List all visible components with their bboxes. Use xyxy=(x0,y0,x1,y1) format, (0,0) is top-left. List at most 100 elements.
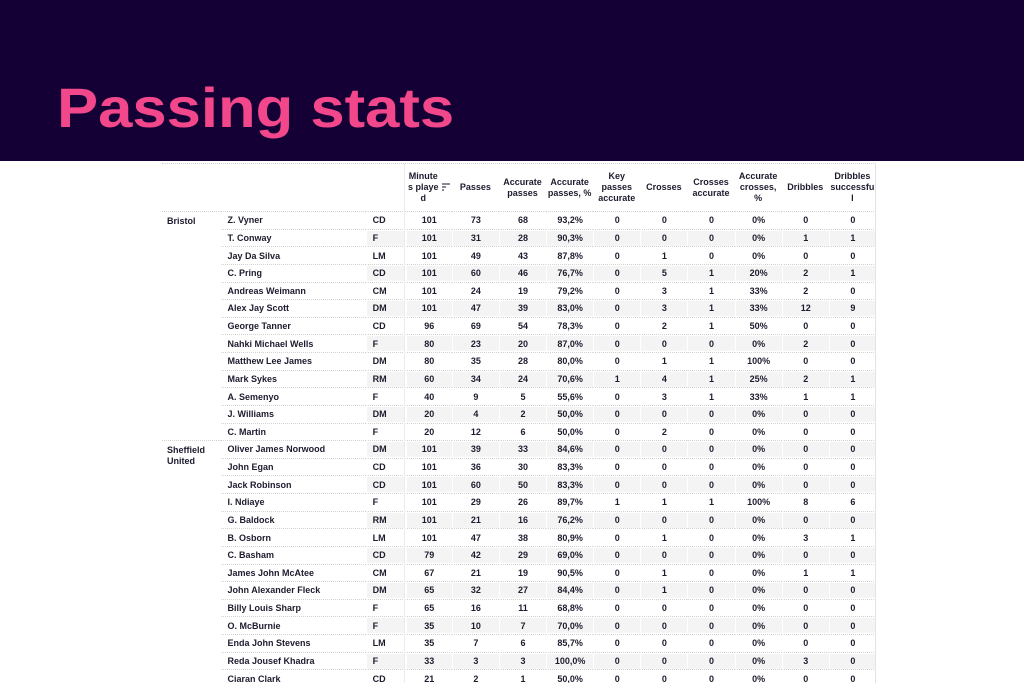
cell-dribbles: 0 xyxy=(781,247,829,265)
cell-passes: 24 xyxy=(451,282,499,301)
cell-accurate_passes: 6 xyxy=(498,635,547,653)
cell-accurate_passes: 6 xyxy=(498,423,547,442)
column-header-label: Passes xyxy=(459,182,491,192)
cell-dribbles: 2 xyxy=(781,282,829,301)
cell-accurate_crosses_pct: 33% xyxy=(734,282,782,301)
cell-key_passes_accurate: 0 xyxy=(593,335,641,353)
cell-dribbles_successful: 9 xyxy=(828,300,876,318)
cell-dribbles_successful: 1 xyxy=(828,264,876,283)
column-header-crosses_accurate[interactable]: Crosses accurate xyxy=(687,164,735,212)
cell-accurate_passes_pct: 87,0% xyxy=(546,335,594,353)
header-band: Passing stats xyxy=(0,0,1024,161)
column-header-minutes[interactable]: Minutes played xyxy=(404,164,452,212)
cell-accurate_passes_pct: 50,0% xyxy=(546,670,594,683)
column-header-key_passes_accurate[interactable]: Key passes accurate xyxy=(593,164,641,212)
cell-passes: 21 xyxy=(451,511,499,530)
cell-crosses: 0 xyxy=(640,405,688,424)
sort-icon-bar xyxy=(441,186,447,188)
player-position: F xyxy=(365,494,405,512)
column-header-accurate_passes[interactable]: Accurate passes xyxy=(498,164,547,212)
table-row: Alex Jay Scott DM 101 47 39 83,0% 0 3 1 33% 12 9 xyxy=(162,300,876,318)
cell-dribbles: 3 xyxy=(781,652,829,671)
cell-crosses_accurate: 0 xyxy=(687,599,735,618)
table-row: Billy Louis Sharp F 65 16 11 68,8% 0 0 0 0% 0 0 xyxy=(162,599,876,618)
cell-accurate_passes: 28 xyxy=(498,229,547,248)
player-name: G. Baldock xyxy=(220,511,366,530)
column-header-team xyxy=(162,164,221,212)
table-row: J. Williams DM 20 4 2 50,0% 0 0 0 0% 0 0 xyxy=(162,405,876,424)
player-position: CD xyxy=(365,546,405,565)
cell-accurate_passes_pct: 70,6% xyxy=(546,370,594,389)
column-header-crosses[interactable]: Crosses xyxy=(640,164,688,212)
player-name: Z. Vyner xyxy=(220,212,366,230)
table-row: C. Martin F 20 12 6 50,0% 0 2 0 0% 0 0 xyxy=(162,423,876,442)
cell-dribbles: 0 xyxy=(781,635,829,653)
cell-accurate_passes_pct: 83,3% xyxy=(546,476,594,494)
player-name: James John McAtee xyxy=(220,564,366,583)
cell-key_passes_accurate: 0 xyxy=(593,582,641,600)
player-name: B. Osborn xyxy=(220,529,366,547)
cell-crosses: 4 xyxy=(640,370,688,389)
cell-key_passes_accurate: 0 xyxy=(593,282,641,301)
cell-crosses_accurate: 0 xyxy=(687,229,735,248)
cell-accurate_passes: 38 xyxy=(498,529,547,547)
cell-accurate_crosses_pct: 33% xyxy=(734,300,782,318)
cell-dribbles_successful: 0 xyxy=(828,282,876,301)
player-position: LM xyxy=(365,247,405,265)
cell-accurate_passes_pct: 70,0% xyxy=(546,617,594,635)
cell-accurate_crosses_pct: 0% xyxy=(734,617,782,635)
cell-passes: 35 xyxy=(451,353,499,371)
cell-accurate_crosses_pct: 0% xyxy=(734,212,782,230)
cell-passes: 31 xyxy=(451,229,499,248)
cell-crosses_accurate: 0 xyxy=(687,247,735,265)
cell-crosses_accurate: 0 xyxy=(687,617,735,635)
column-header-label: Dribbles successful xyxy=(830,171,875,203)
cell-minutes: 21 xyxy=(404,670,452,683)
cell-dribbles_successful: 1 xyxy=(828,564,876,583)
table-header-row: Minutes played Passes Accurate passes Accur… xyxy=(162,164,876,212)
column-header-player xyxy=(220,164,366,212)
player-position: LM xyxy=(365,635,405,653)
player-name: A. Semenyo xyxy=(220,388,366,406)
sort-descending-icon[interactable] xyxy=(441,183,450,192)
player-position: CD xyxy=(365,212,405,230)
column-header-position xyxy=(365,164,405,212)
cell-accurate_crosses_pct: 0% xyxy=(734,635,782,653)
column-header-dribbles[interactable]: Dribbles xyxy=(781,164,829,212)
table-row: John Egan CD 101 36 30 83,3% 0 0 0 0% 0 0 xyxy=(162,458,876,477)
cell-accurate_passes_pct: 90,5% xyxy=(546,564,594,583)
cell-accurate_passes: 54 xyxy=(498,317,547,336)
cell-crosses_accurate: 0 xyxy=(687,212,735,230)
cell-minutes: 101 xyxy=(404,212,452,230)
cell-minutes: 101 xyxy=(404,282,452,301)
cell-dribbles_successful: 0 xyxy=(828,476,876,494)
sort-icon-bar xyxy=(441,189,444,191)
column-header-label: Crosses xyxy=(646,182,682,192)
cell-crosses: 1 xyxy=(640,582,688,600)
table-row: James John McAtee CM 67 21 19 90,5% 0 1 0 0% 1 1 xyxy=(162,564,876,583)
cell-dribbles_successful: 0 xyxy=(828,511,876,530)
table-row: Bristol Z. Vyner CD 101 73 68 93,2% 0 0 0 0% 0 0 xyxy=(162,212,876,442)
player-name: Matthew Lee James xyxy=(220,353,366,371)
cell-crosses_accurate: 1 xyxy=(687,388,735,406)
cell-dribbles_successful: 0 xyxy=(828,247,876,265)
cell-passes: 69 xyxy=(451,317,499,336)
cell-accurate_passes_pct: 87,8% xyxy=(546,247,594,265)
column-header-dribbles_successful[interactable]: Dribbles successful xyxy=(828,164,876,212)
cell-passes: 3 xyxy=(451,652,499,671)
cell-crosses: 1 xyxy=(640,247,688,265)
player-name: Andreas Weimann xyxy=(220,282,366,301)
column-header-accurate_crosses_pct[interactable]: Accurate crosses, % xyxy=(734,164,782,212)
cell-crosses: 0 xyxy=(640,617,688,635)
cell-accurate_crosses_pct: 0% xyxy=(734,247,782,265)
column-header-passes[interactable]: Passes xyxy=(451,164,499,212)
cell-accurate_crosses_pct: 0% xyxy=(734,564,782,583)
cell-crosses: 0 xyxy=(640,458,688,477)
cell-accurate_passes_pct: 90,3% xyxy=(546,229,594,248)
cell-passes: 12 xyxy=(451,423,499,442)
cell-crosses: 1 xyxy=(640,353,688,371)
column-header-accurate_passes_pct[interactable]: Accurate passes, % xyxy=(546,164,594,212)
player-position: F xyxy=(365,229,405,248)
cell-accurate_crosses_pct: 0% xyxy=(734,529,782,547)
player-position: DM xyxy=(365,300,405,318)
